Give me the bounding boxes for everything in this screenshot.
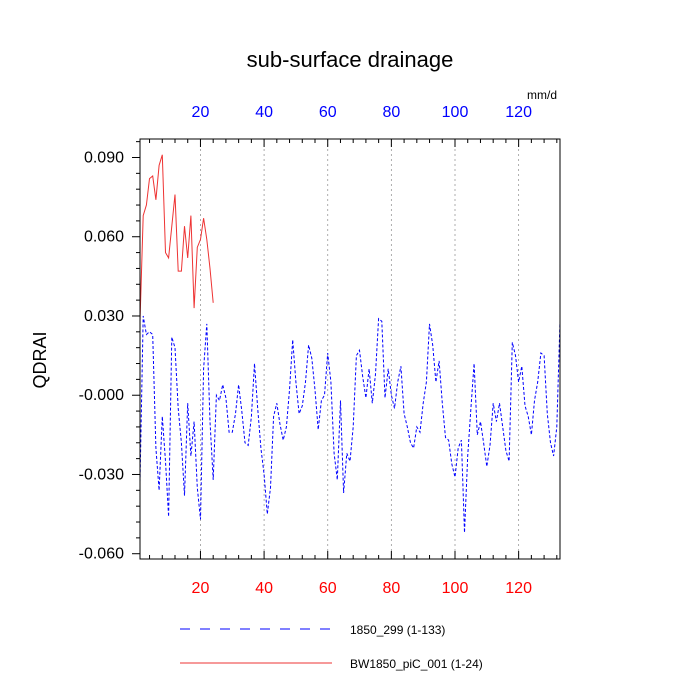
series-line-1850-299 (139, 315, 561, 533)
y-tick-label: 0.060 (84, 229, 124, 246)
x-bottom-tick-label: 100 (442, 580, 469, 597)
x-top-tick-label: 80 (382, 104, 400, 121)
x-bottom-tick-label: 80 (382, 580, 400, 597)
x-top-tick-label: 60 (319, 104, 337, 121)
y-tick-label: -0.030 (79, 466, 124, 483)
x-top-tick-label: 120 (505, 104, 532, 121)
x-top-tick-label: 40 (255, 104, 273, 121)
legend-label-bw1850: BW1850_piC_001 (1-24) (350, 657, 483, 671)
axis-ticks: 20 20 40 40 60 60 80 80 100 100 120 120 0.090 0.060 0.… (79, 104, 558, 597)
series-line-bw1850-pic-001 (139, 154, 214, 322)
x-top-tick-label: 20 (192, 104, 210, 121)
plot-frame (139, 138, 561, 560)
x-bottom-tick-label: 20 (192, 580, 210, 597)
legend-label-1850-299: 1850_299 (1-133) (350, 623, 445, 637)
grid-lines (200, 139, 520, 559)
x-bottom-tick-label: 40 (255, 580, 273, 597)
y-tick-label: -0.000 (79, 387, 124, 404)
y-tick-label: 0.030 (84, 308, 124, 325)
y-tick-label: -0.060 (79, 546, 124, 563)
y-tick-label: 0.090 (84, 149, 124, 166)
legend: 1850_299 (1-133) BW1850_piC_001 (1-24) (180, 623, 483, 671)
series-layer (139, 154, 561, 533)
y-axis-label: QDRAI (30, 331, 50, 388)
top-axis-unit: mm/d (527, 88, 557, 102)
x-bottom-tick-label: 120 (505, 580, 532, 597)
chart-title: sub-surface drainage (247, 47, 454, 72)
x-top-tick-label: 100 (442, 104, 469, 121)
x-bottom-tick-label: 60 (319, 580, 337, 597)
